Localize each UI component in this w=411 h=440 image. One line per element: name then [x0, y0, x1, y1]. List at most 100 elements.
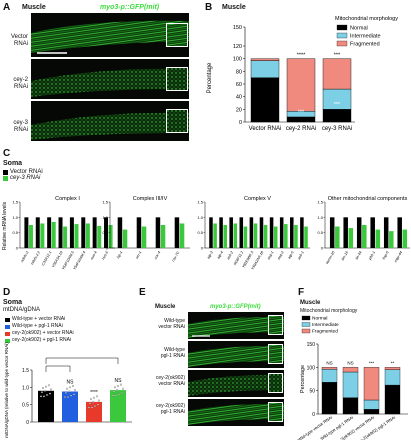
y-tick-label: 100 [233, 57, 242, 63]
panel-c-legend: Vector RNAi cey-3 RNAi [3, 169, 43, 181]
bar-cey3 [243, 226, 248, 248]
panel-a-micrograph-cey3 [31, 101, 189, 141]
gene-label: mtpr-44 [393, 251, 403, 264]
bar-cey3 [213, 223, 217, 248]
gene-label: asg-2 [277, 251, 285, 261]
data-point [90, 398, 92, 401]
y-tick-label: 0 [26, 420, 29, 426]
data-point [64, 396, 66, 398]
panel-b-bars [250, 58, 352, 123]
data-point [69, 386, 71, 389]
bar-segment-fragmented [384, 367, 401, 370]
gene-group: Complex III/IV 0 0.5 1.0 1.5 isp-1 ucr-1 cox-4 c… [102, 196, 190, 262]
panel-c-letter: C [3, 148, 11, 159]
panel-a-row-label-vector: Vector RNAi [2, 34, 28, 48]
bar-vector [279, 217, 284, 248]
bar-vector [259, 217, 264, 248]
panel-c-chart: Relative mRNA levels Complex I 0 0.5 1.0 1.5… [2, 196, 410, 271]
bar-cey3 [141, 226, 147, 248]
gene-label: ndufs-2.2 [30, 250, 41, 265]
gene-label: R04F11.2 [233, 250, 244, 265]
bar-segment-fragmented [342, 367, 359, 373]
data-point [120, 383, 122, 386]
bar [110, 390, 126, 422]
y-tick-label: 1.0 [317, 215, 323, 220]
panel-a-micrograph-vector [31, 13, 189, 57]
bar-cey3 [233, 223, 238, 248]
data-point [46, 394, 48, 396]
panel-b-chart: Percentage 0 20 40 60 80 100 120 150 Vector RNA… [207, 16, 398, 132]
gene-label: hsp-6 [382, 251, 390, 261]
legend-swatch [5, 324, 10, 329]
y-tick-label: 0 [312, 412, 315, 418]
comparison-bracket [45, 365, 71, 372]
panel-d-letter: D [3, 287, 11, 298]
bar [62, 391, 78, 422]
panel-b-categories: Vector RNAi cey-2 RNAi cey-3 RNAi [249, 126, 353, 132]
data-point [96, 395, 98, 398]
bar-vector [383, 217, 389, 248]
data-point [112, 394, 114, 397]
bar-cey3 [85, 223, 90, 248]
y-tick-label: 0 [106, 246, 109, 251]
bar-cey3 [97, 225, 102, 248]
panel-e-inset-1 [268, 344, 283, 364]
panel-c-legend-vector-label: Vector RNAi [10, 169, 43, 175]
y-tick-label: 1.5 [197, 200, 203, 205]
bar-segment-fragmented [322, 58, 352, 90]
legend-swatch [3, 169, 8, 175]
data-point [118, 393, 120, 396]
data-point [67, 396, 69, 398]
bar-vector [229, 217, 233, 248]
panel-e-row1-line2: pgl-1 RNAi [160, 353, 185, 359]
bar-vector [24, 217, 29, 248]
significance-annotation: **** [297, 53, 306, 59]
bar-vector [219, 217, 223, 248]
bar-vector [300, 217, 304, 248]
bar-vector [370, 217, 375, 248]
data-point [122, 387, 124, 390]
data-point [49, 392, 51, 395]
panel-a-row2-line2: RNAi [13, 127, 28, 133]
bar-vector [209, 217, 213, 248]
gene-label: cox-4 [154, 251, 162, 261]
panel-b-title: Muscle [222, 4, 246, 11]
legend-swatch [5, 331, 10, 336]
panel-f-ylabel: Percentage [300, 365, 306, 393]
panel-c-legend-cey3: cey-3 RNAi [3, 175, 43, 181]
bar-segment-normal [321, 382, 338, 415]
y-tick-label: 1.5 [317, 200, 323, 205]
panel-d-legend-label-1: Wild-type + pgl-1 RNAi [12, 323, 63, 329]
y-tick-label: 0 [16, 246, 19, 251]
bar-cey3 [40, 223, 45, 248]
bar-cey3 [348, 228, 354, 248]
gene-label: asb-2 [226, 251, 234, 261]
data-point [117, 384, 119, 387]
gene-label: tomm-20 [325, 251, 336, 265]
bar-vector [356, 217, 362, 248]
y-tick-label: 20 [236, 107, 242, 113]
data-point [115, 394, 117, 397]
bar-segment-intermediate [321, 369, 338, 383]
panel-a-row1-line2: RNAi [13, 84, 28, 90]
y-tick-label: 1.0 [12, 215, 18, 220]
legend-label: Normal [312, 316, 327, 322]
y-tick-label: 1.0 [197, 215, 203, 220]
bar-segment-fragmented [321, 367, 338, 370]
y-tick-label: 0 [239, 120, 242, 126]
panel-d-legend-label-0: Wild-type + vector RNAi [12, 316, 66, 322]
data-point [48, 384, 50, 387]
panel-c-ylabel: Relative mRNA levels [2, 201, 8, 250]
category-label: Vector RNAi [249, 126, 282, 132]
bar-segment-fragmented [363, 367, 380, 401]
bar-vector [69, 217, 74, 248]
data-point [40, 395, 42, 398]
bar-cey3 [263, 225, 268, 248]
panel-e-row0-line2: vector RNAi [158, 324, 185, 330]
bar-vector [290, 217, 294, 248]
y-tick-label: 120 [233, 44, 242, 50]
bar-segment-fragmented [286, 58, 316, 112]
bar-cey3 [389, 231, 394, 248]
bar-cey3 [273, 226, 278, 248]
